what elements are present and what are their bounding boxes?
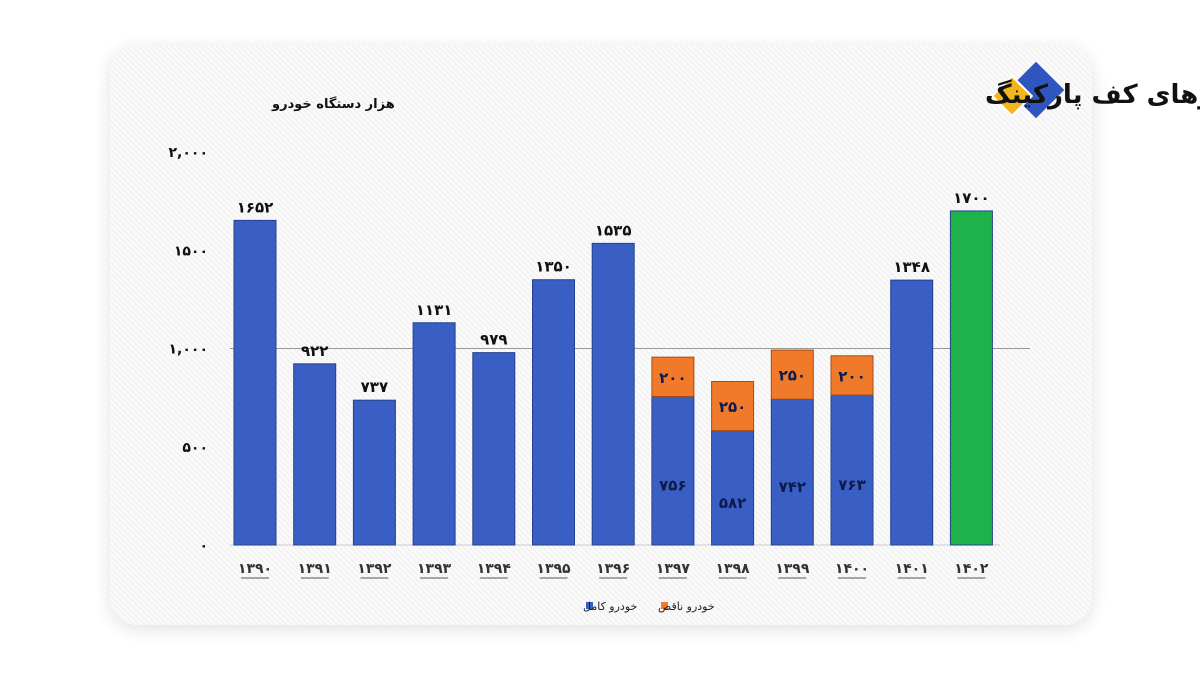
x-tick-label: ۱۳۹۸	[716, 561, 751, 577]
data-label-incomplete: ۲۵۰	[779, 367, 806, 385]
bar-complete	[591, 242, 635, 546]
y-tick-label: ۲,۰۰۰	[169, 145, 209, 161]
bar-incomplete	[651, 356, 695, 397]
data-label: ۱۱۳۱	[416, 301, 453, 319]
bar-complete	[532, 279, 575, 546]
data-label: ۹۷۹	[480, 331, 507, 349]
bar-complete	[711, 430, 755, 546]
data-label-complete: ۷۵۶	[659, 477, 686, 495]
legend-swatch-incomplete	[661, 602, 668, 609]
data-label: ۹۲۲	[301, 342, 328, 360]
chart-title: مقایسه خودروهای کف پارکینگ	[985, 79, 1200, 110]
legend-swatch-complete	[586, 602, 593, 609]
x-tick-label: ۱۳۹۷	[656, 561, 691, 577]
data-label-complete: ۷۴۲	[779, 478, 806, 496]
data-label-complete: ۵۸۲	[719, 494, 746, 512]
bar-highlight	[949, 210, 993, 546]
y-axis-label: هزار دستگاه خودرو	[271, 96, 395, 112]
bar-complete	[293, 363, 337, 546]
legend-label-complete: خودرو کامل	[583, 600, 637, 613]
bar-complete	[412, 322, 456, 546]
data-label-complete: ۷۶۳	[838, 476, 865, 494]
bar-complete	[890, 279, 934, 546]
logo-icon	[990, 61, 1065, 119]
legend-label-incomplete: خودرو ناقص	[658, 600, 715, 613]
bar-incomplete	[830, 355, 874, 396]
x-tick-label: ۱۳۹۱	[298, 561, 332, 577]
x-tick-label: ۱۳۹۲	[357, 561, 392, 577]
data-label: ۱۳۵۰	[535, 258, 572, 276]
x-tick-label: ۱۳۹۶	[596, 561, 630, 577]
bar-complete	[233, 219, 277, 546]
y-tick-label: ۵۰۰	[182, 440, 208, 456]
data-label: ۱۳۴۸	[893, 258, 930, 276]
x-tick-label: ۱۴۰۱	[895, 561, 929, 577]
x-tick-label: ۱۳۹۳	[417, 561, 452, 577]
data-label: ۷۳۷	[361, 378, 388, 396]
bar-complete	[770, 398, 814, 546]
bar-complete	[651, 395, 695, 546]
y-tick-label: ۱,۰۰۰	[169, 342, 209, 358]
data-label: ۱۷۰۰	[953, 189, 990, 207]
data-label-incomplete: ۲۵۰	[719, 398, 746, 416]
x-tick-label: ۱۳۹۰	[238, 561, 272, 577]
data-label: ۱۵۳۵	[595, 221, 632, 239]
y-tick-label: ۰	[199, 538, 208, 554]
x-tick-label: ۱۴۰۰	[835, 561, 869, 577]
data-label: ۱۶۵۲	[237, 198, 274, 216]
x-tick-label: ۱۳۹۵	[536, 561, 571, 577]
x-tick-label: ۱۴۰۲	[954, 561, 989, 577]
bar-complete	[472, 352, 516, 546]
bar-complete	[352, 399, 396, 546]
x-tick-label: ۱۳۹۴	[477, 561, 512, 577]
bar-incomplete	[770, 349, 814, 400]
data-label-incomplete: ۲۰۰	[659, 369, 686, 387]
data-label-incomplete: ۲۰۰	[838, 367, 865, 385]
x-tick-label: ۱۳۹۹	[775, 561, 810, 577]
y-tick-label: ۱۵۰۰	[174, 243, 208, 259]
bar-incomplete	[711, 381, 755, 432]
bar-complete	[830, 394, 874, 546]
